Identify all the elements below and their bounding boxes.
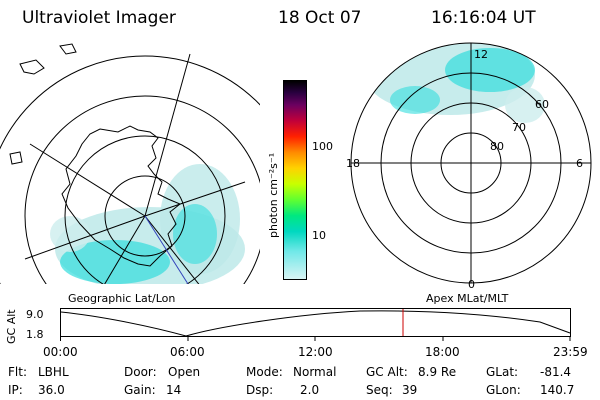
time-label: 16:16:04 UT [431, 8, 536, 28]
door-value: Open [168, 365, 201, 379]
glat-value: -81.4 [540, 365, 572, 379]
lat-circles-left [0, 55, 260, 284]
colorbar [283, 80, 307, 280]
glon-value: 140.7 [540, 383, 575, 397]
coastline [61, 125, 181, 267]
glon-label: GLon: [486, 383, 521, 397]
dsp-value: 2.0 [300, 383, 320, 397]
timeline-ytick-top: 9.0 [26, 308, 44, 321]
timeline-xtick-0600: 06:00 [170, 345, 205, 359]
gcalt-label: GC Alt: [366, 365, 408, 379]
timeline-ylabel: GC Alt [2, 306, 30, 346]
mlat-label-70: 70 [512, 121, 526, 134]
gain-label: Gain: [124, 383, 156, 397]
altitude-curve [60, 310, 571, 337]
timeline-xtick-2359: 23:59 [553, 345, 588, 359]
glat-label: GLat: [486, 365, 519, 379]
aurora-emission-left [50, 164, 245, 284]
svg-text:GC Alt: GC Alt [5, 309, 18, 344]
gcalt-value: 8.9 Re [418, 365, 457, 379]
colorbar-unit-label: photon cm⁻²s⁻¹ [267, 153, 280, 238]
right-panel-label: Apex MLat/MLT [426, 292, 509, 305]
gain-value: 14 [166, 383, 182, 397]
left-panel-label: Geographic Lat/Lon [68, 292, 176, 305]
mode-value: Normal [293, 365, 337, 379]
svg-text:photon cm⁻²s⁻¹: photon cm⁻²s⁻¹ [267, 153, 280, 238]
door-label: Door: [124, 365, 157, 379]
filter-label: Flt: [8, 365, 27, 379]
dsp-label: Dsp: [246, 383, 274, 397]
mlat-label-80: 80 [490, 140, 504, 153]
colorbar-tick-10: 10 [312, 229, 326, 242]
timeline-xtick-1800: 18:00 [425, 345, 460, 359]
ip-label: IP: [8, 383, 23, 397]
seq-label: Seq: [366, 383, 393, 397]
mlat-label-60: 60 [535, 98, 549, 111]
ip-value: 36.0 [38, 383, 65, 397]
mlt-label-6: 6 [576, 157, 583, 170]
mlt-label-18: 18 [346, 157, 360, 170]
filter-value: LBHL [38, 365, 69, 379]
mlt-label-12: 12 [474, 48, 488, 61]
colorbar-tick-100: 100 [312, 140, 333, 153]
mode-label: Mode: [246, 365, 283, 379]
magnetic-polar-plot: 12 18 6 0 60 70 80 [346, 42, 592, 291]
instrument-title: Ultraviolet Imager [22, 8, 176, 28]
seq-value: 39 [402, 383, 418, 397]
timeline-xtick-1200: 12:00 [298, 345, 333, 359]
timeline-ytick-bottom: 1.8 [26, 328, 44, 341]
geographic-map [0, 43, 260, 284]
date-label: 18 Oct 07 [278, 8, 362, 28]
timeline-xtick-0000: 00:00 [43, 345, 78, 359]
mlt-label-0: 0 [468, 278, 475, 291]
meridians-left [24, 53, 246, 284]
altitude-timeline [60, 308, 571, 341]
